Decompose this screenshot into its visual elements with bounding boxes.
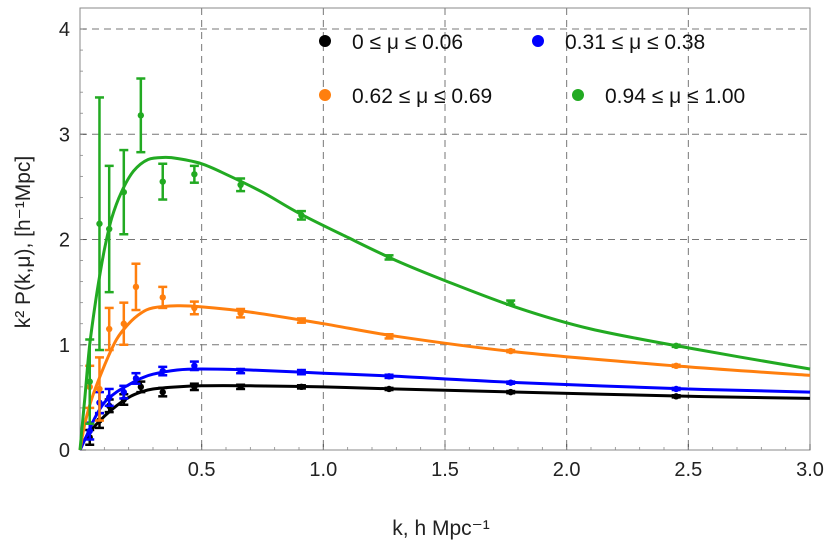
data-point xyxy=(159,367,166,375)
series-curve xyxy=(78,304,811,451)
data-point xyxy=(298,383,305,391)
data-point xyxy=(507,347,514,355)
legend-marker xyxy=(532,35,544,47)
series xyxy=(78,77,811,451)
legend-marker xyxy=(319,89,331,101)
data-point xyxy=(672,362,680,370)
data-point xyxy=(672,393,680,400)
y-tick-label: 0 xyxy=(59,440,70,462)
data-point xyxy=(298,368,305,376)
data-point xyxy=(191,383,198,391)
y-tick-label: 3 xyxy=(59,124,70,146)
x-tick-label: 1.5 xyxy=(431,459,459,481)
data-point xyxy=(507,388,514,396)
data-point xyxy=(298,317,305,324)
x-tick-label: 3.0 xyxy=(796,459,824,481)
data-point xyxy=(298,212,305,219)
data-point xyxy=(191,171,198,178)
series-3 xyxy=(78,77,811,451)
legend-marker xyxy=(572,89,584,101)
legend-item-1: 0.31 ≤ μ ≤ 0.38 xyxy=(532,31,705,54)
data-point xyxy=(237,383,244,391)
legend-label: 0.31 ≤ μ ≤ 0.38 xyxy=(565,31,705,54)
data-point xyxy=(672,342,680,350)
data-point xyxy=(86,427,93,435)
legend-label: 0 ≤ μ ≤ 0.06 xyxy=(352,31,463,54)
y-tick-label: 1 xyxy=(59,335,70,357)
data-point xyxy=(507,379,514,386)
data-point xyxy=(385,254,393,261)
x-tick-label: 0.5 xyxy=(188,459,216,481)
data-point xyxy=(672,385,680,393)
legend-label: 0.62 ≤ μ ≤ 0.69 xyxy=(352,85,492,108)
series-curve xyxy=(78,367,811,451)
data-point xyxy=(120,320,128,327)
grid xyxy=(80,8,811,450)
data-point xyxy=(96,220,103,227)
data-point xyxy=(137,383,145,391)
series-0 xyxy=(78,380,811,451)
data-point xyxy=(159,294,166,301)
data-point xyxy=(106,394,113,401)
data-point xyxy=(159,388,166,396)
data-point xyxy=(132,375,140,382)
data-point xyxy=(507,299,514,306)
data-point xyxy=(120,388,128,396)
data-point xyxy=(86,378,93,385)
legend-item-2: 0.62 ≤ μ ≤ 0.69 xyxy=(319,85,492,108)
data-point xyxy=(191,304,198,312)
legend-item-0: 0 ≤ μ ≤ 0.06 xyxy=(319,31,463,54)
x-tick-label: 2.5 xyxy=(674,459,702,481)
x-tick-label: 2.0 xyxy=(553,459,581,481)
data-point xyxy=(96,385,103,393)
series-curve xyxy=(78,155,811,451)
data-point xyxy=(191,362,198,370)
data-point xyxy=(385,373,393,380)
data-point xyxy=(132,283,140,291)
data-point xyxy=(106,325,113,333)
data-point xyxy=(237,181,244,188)
series-2 xyxy=(78,262,811,451)
data-point xyxy=(385,333,393,340)
legend-marker xyxy=(319,35,331,47)
data-point xyxy=(137,112,145,119)
y-tick-label: 2 xyxy=(59,230,70,252)
x-tick-label: 1.0 xyxy=(309,459,337,481)
data-point xyxy=(106,225,113,233)
series-curve xyxy=(78,384,811,451)
legend: 0 ≤ μ ≤ 0.06 0.31 ≤ μ ≤ 0.38 0.62 ≤ μ ≤ 0.… xyxy=(319,31,745,108)
axes: 0.5 1.0 1.5 2.0 2.5 3.0 0 1 2 3 4 xyxy=(59,7,824,481)
data-point xyxy=(159,178,166,185)
y-tick-label: 4 xyxy=(59,19,70,41)
data-point xyxy=(237,309,244,317)
data-point xyxy=(237,367,244,375)
x-axis-title: k, h Mpc⁻¹ xyxy=(392,517,489,540)
series-1 xyxy=(78,360,811,451)
y-axis-title: k² P(k,μ), [h⁻¹Mpc] xyxy=(12,156,35,329)
legend-label: 0.94 ≤ μ ≤ 1.00 xyxy=(605,85,745,108)
data-point xyxy=(385,385,393,393)
legend-item-3: 0.94 ≤ μ ≤ 1.00 xyxy=(572,85,745,108)
data-point xyxy=(120,188,128,196)
